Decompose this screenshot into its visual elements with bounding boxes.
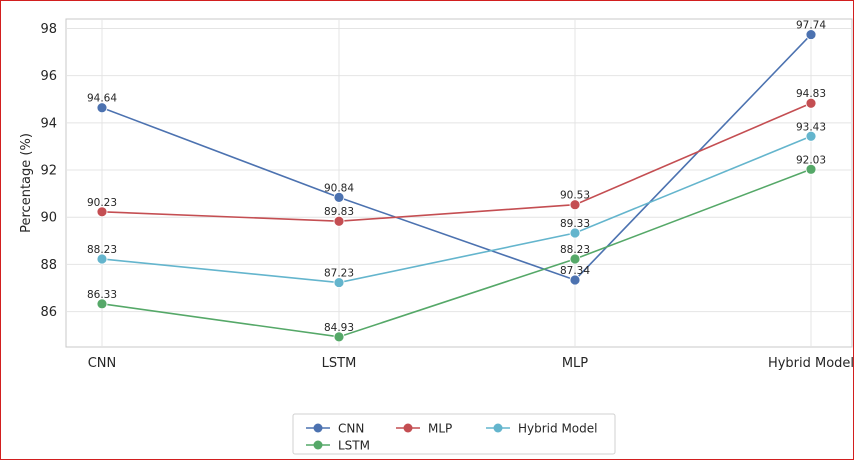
data-point [569, 253, 581, 265]
data-point [333, 215, 345, 227]
x-tick-label: CNN [88, 356, 117, 371]
data-point [96, 102, 108, 114]
y-tick-label: 90 [40, 211, 57, 226]
data-label: 89.83 [324, 206, 354, 218]
data-label: 97.74 [796, 20, 826, 32]
data-point [96, 206, 108, 218]
x-tick-label: Hybrid Model [768, 356, 854, 371]
data-label: 87.34 [560, 265, 590, 277]
legend-marker [493, 423, 503, 433]
y-tick-label: 88 [40, 258, 57, 273]
data-label: 84.93 [324, 322, 354, 334]
x-tick-label: LSTM [322, 356, 357, 371]
data-label: 93.43 [796, 121, 826, 133]
y-tick-label: 86 [40, 305, 57, 320]
data-point [333, 331, 345, 343]
data-point [805, 97, 817, 109]
series-line-lstm [101, 168, 812, 338]
series-line-cnn [101, 34, 812, 281]
data-label: 90.23 [87, 197, 117, 209]
data-label: 89.33 [560, 218, 590, 230]
data-point [333, 277, 345, 288]
data-label: 88.23 [560, 244, 590, 256]
y-tick-label: 98 [40, 22, 57, 37]
data-label: 90.53 [560, 190, 590, 202]
data-point [805, 163, 817, 175]
legend-label: LSTM [338, 439, 370, 453]
data-label: 90.84 [324, 182, 354, 194]
legend-label: Hybrid Model [518, 422, 597, 436]
data-label: 87.23 [324, 268, 354, 280]
data-point [96, 298, 108, 310]
x-tick-label: MLP [562, 356, 588, 371]
y-axis-label: Percentage (%) [19, 133, 34, 233]
legend-marker [403, 423, 413, 433]
data-point [805, 130, 817, 142]
plot-area [65, 18, 853, 348]
data-point [96, 253, 108, 265]
legend-marker [313, 423, 323, 433]
legend-box [292, 413, 616, 455]
y-tick-label: 92 [40, 164, 57, 179]
data-point [805, 29, 817, 40]
legend-label: MLP [428, 422, 452, 436]
y-tick-label: 96 [40, 69, 57, 84]
data-point [569, 227, 581, 239]
data-label: 86.33 [87, 289, 117, 301]
legend-label: CNN [338, 422, 364, 436]
y-tick-label: 94 [40, 116, 57, 131]
data-point [569, 199, 581, 211]
data-label: 94.64 [87, 93, 117, 105]
series-line-hybrid-model [101, 135, 812, 284]
series-line-mlp [101, 102, 812, 223]
data-label: 88.23 [87, 244, 117, 256]
data-point [333, 191, 345, 203]
legend-marker [313, 440, 323, 450]
data-point [569, 274, 581, 286]
data-label: 94.83 [796, 88, 826, 100]
data-label: 92.03 [796, 154, 826, 166]
